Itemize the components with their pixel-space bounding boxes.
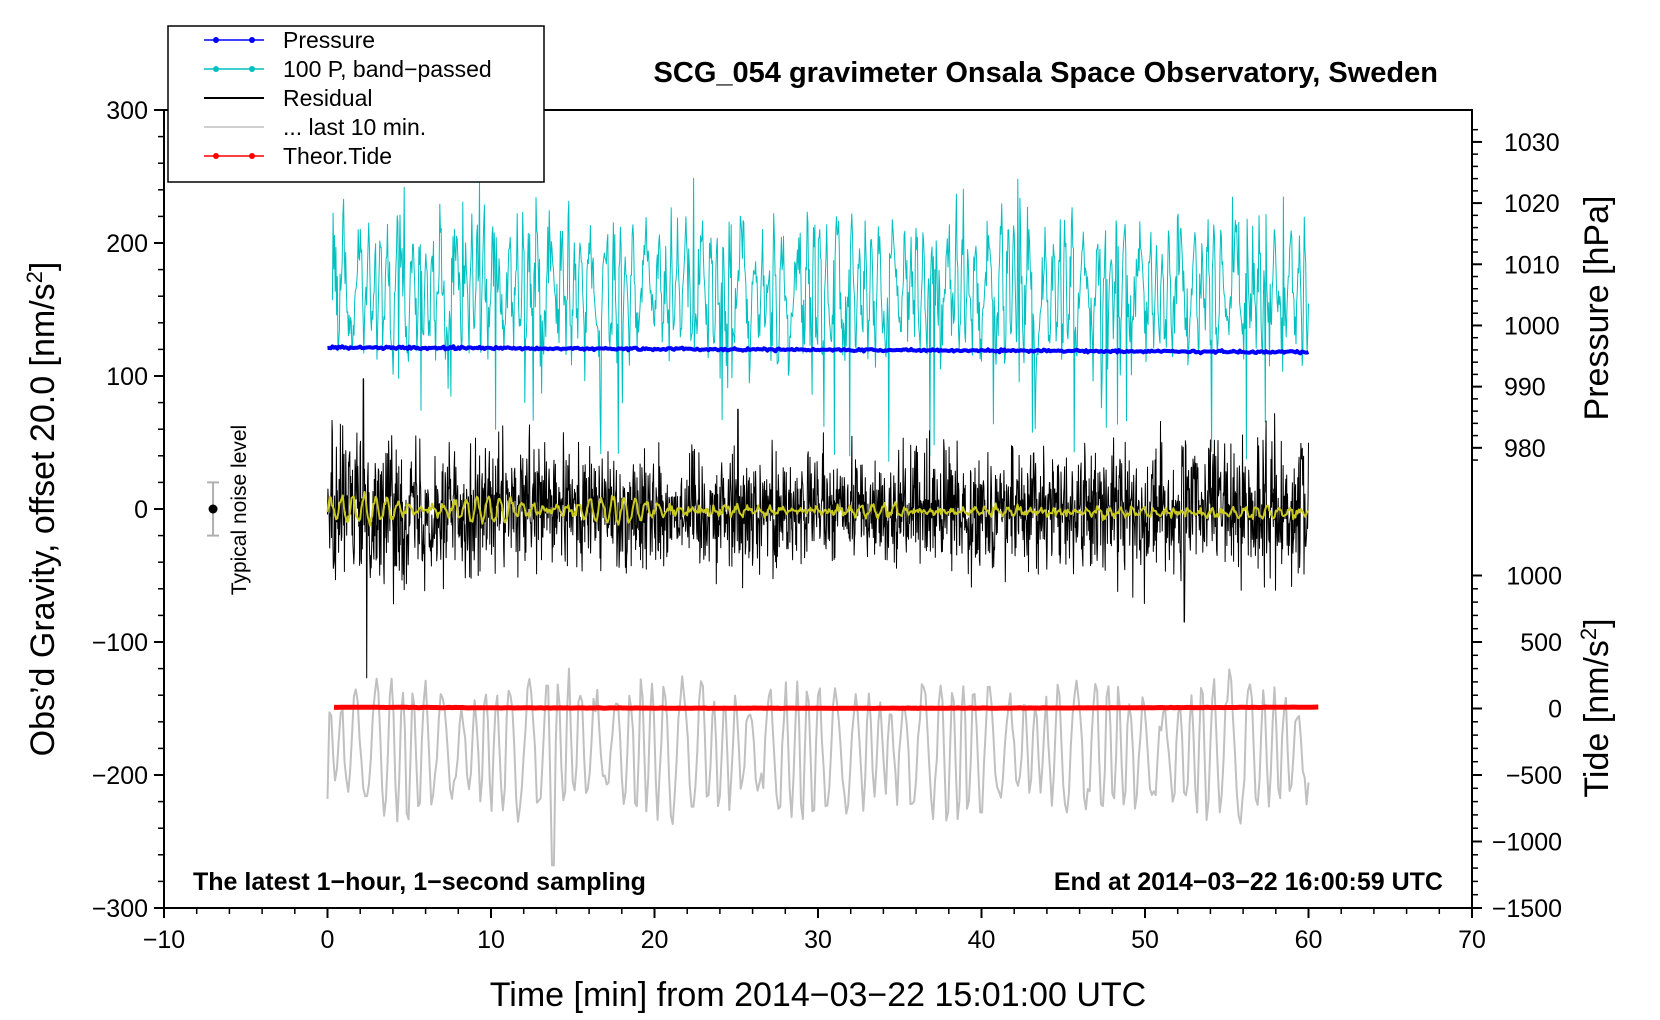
series-theoretical-tide	[333, 704, 1319, 711]
y-tick-label: 200	[106, 230, 148, 258]
legend-label: ... last 10 min.	[283, 114, 426, 140]
x-tick-label: 20	[641, 926, 669, 954]
x-tick-label: 40	[968, 926, 996, 954]
series-pressure	[327, 344, 1310, 356]
pressure-tick-label: 1020	[1504, 190, 1560, 218]
series-filtered-residual	[326, 491, 1309, 527]
legend: Pressure 100 P, band−passed Residual ... la…	[167, 25, 545, 183]
y-tick-label: −100	[92, 629, 148, 657]
tide-axis-label-sup: 2	[1576, 628, 1601, 640]
series-last-10-min	[326, 667, 1310, 867]
tide-tick-label: 1000	[1506, 563, 1562, 591]
noise-level-dot	[208, 504, 218, 514]
end-time-note: End at 2014−03−22 16:00:59 UTC	[1054, 868, 1443, 896]
chart-title: SCG_054 gravimeter Onsala Space Observat…	[654, 57, 1438, 89]
x-tick-label: 50	[1131, 926, 1159, 954]
tide-axis-label: Tide [nm/s2]	[1576, 618, 1617, 797]
legend-marker	[249, 37, 255, 43]
sampling-note: The latest 1−hour, 1−second sampling	[193, 868, 646, 896]
y-tick-label: −200	[92, 762, 148, 790]
legend-label: Theor.Tide	[283, 143, 392, 169]
y-axis-label-text: Obs’d Gravity, offset 20.0 [nm/s	[24, 283, 62, 756]
pressure-tick-label: 990	[1504, 374, 1546, 402]
legend-marker	[213, 153, 219, 159]
x-tick-label: 70	[1458, 926, 1486, 954]
legend-label: Pressure	[283, 27, 375, 53]
pressure-tick-label: 1030	[1504, 129, 1560, 157]
y-tick-label: −300	[92, 895, 148, 923]
tide-axis-label-text: Tide [nm/s	[1578, 640, 1616, 797]
x-tick-label: 30	[804, 926, 832, 954]
tide-tick-label: −500	[1506, 762, 1562, 790]
tide-tick-label: 0	[1548, 696, 1562, 724]
pressure-axis: 980 990 1000 1010 1020 1030	[1472, 129, 1560, 463]
y-axis-label-close: ]	[24, 262, 62, 271]
pressure-tick-label: 1010	[1504, 251, 1560, 279]
pressure-tick-label: 1000	[1504, 312, 1560, 340]
series-residual	[327, 378, 1309, 679]
tide-tick-label: 500	[1520, 629, 1562, 657]
y-tick-label: 0	[134, 496, 148, 524]
series-pressure-band-passed	[331, 177, 1309, 462]
y-tick-label: 100	[106, 363, 148, 391]
x-tick-label: 0	[321, 926, 335, 954]
pressure-tick-label: 980	[1504, 435, 1546, 463]
x-tick-label: 10	[477, 926, 505, 954]
tide-tick-label: −1500	[1492, 895, 1562, 923]
legend-marker	[249, 66, 255, 72]
noise-level-label: Typical noise level	[228, 425, 251, 595]
legend-label: Residual	[283, 85, 373, 111]
tide-tick-label: −1000	[1492, 829, 1562, 857]
tide-axis: −1500 −1000 −500 0 500 1000	[1472, 563, 1562, 923]
x-axis-label: Time [min] from 2014−03−22 15:01:00 UTC	[490, 976, 1146, 1014]
x-tick-label: 60	[1295, 926, 1323, 954]
series-layer	[326, 177, 1319, 867]
noise-level-indicator	[207, 481, 220, 537]
tide-axis-label-close: ]	[1578, 618, 1616, 627]
legend-marker	[213, 37, 219, 43]
pressure-axis-label: Pressure [hPa]	[1578, 196, 1616, 421]
y-axis: −300 −200 −100 0 100 200 300	[92, 97, 164, 923]
y-tick-label: 300	[106, 97, 148, 125]
legend-marker	[213, 66, 219, 72]
y-axis-label-sup: 2	[22, 271, 47, 283]
y-axis-label: Obs’d Gravity, offset 20.0 [nm/s2]	[22, 262, 63, 757]
x-tick-label: −10	[143, 926, 185, 954]
legend-marker	[249, 153, 255, 159]
legend-label: 100 P, band−passed	[283, 56, 492, 82]
x-axis: −10 0 10 20 30 40 50 60 70	[143, 908, 1486, 954]
